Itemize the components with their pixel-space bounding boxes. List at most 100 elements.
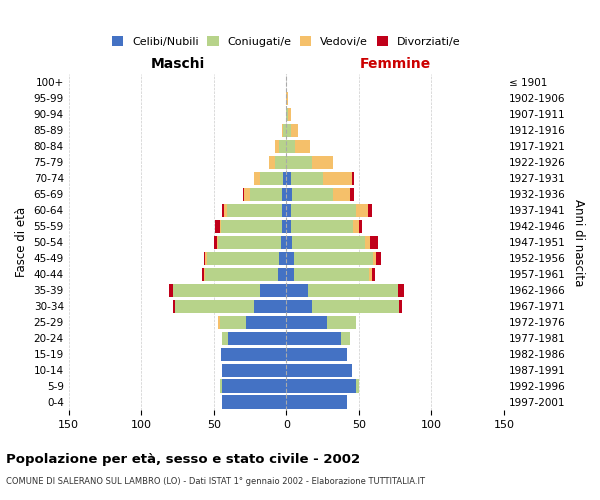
Bar	[223, 332, 228, 345]
Bar	[223, 204, 224, 217]
Bar	[173, 284, 260, 297]
Bar	[203, 252, 205, 265]
Bar	[282, 188, 286, 201]
Bar	[365, 236, 370, 249]
Bar	[260, 172, 283, 185]
Bar	[352, 172, 355, 185]
Bar	[205, 268, 278, 281]
Bar	[356, 380, 359, 393]
Bar	[282, 124, 283, 138]
Bar	[286, 332, 341, 345]
Bar	[400, 300, 403, 313]
Bar	[373, 252, 376, 265]
Bar	[202, 268, 203, 281]
Bar	[218, 316, 220, 329]
Bar	[286, 300, 313, 313]
Bar	[286, 172, 290, 185]
Bar	[286, 380, 356, 393]
Bar	[286, 220, 290, 233]
Bar	[333, 188, 350, 201]
Bar	[295, 140, 310, 153]
Bar	[279, 252, 286, 265]
Bar	[283, 124, 286, 138]
Y-axis label: Anni di nascita: Anni di nascita	[572, 198, 585, 286]
Bar	[359, 220, 362, 233]
Bar	[218, 236, 281, 249]
Bar	[250, 188, 282, 201]
Bar	[169, 284, 173, 297]
Bar	[223, 380, 286, 393]
Bar	[223, 396, 286, 409]
Bar	[286, 204, 290, 217]
Bar	[323, 172, 352, 185]
Text: COMUNE DI SALERANO SUL LAMBRO (LO) - Dati ISTAT 1° gennaio 2002 - Elaborazione T: COMUNE DI SALERANO SUL LAMBRO (LO) - Dat…	[6, 478, 425, 486]
Bar	[279, 140, 286, 153]
Bar	[398, 284, 404, 297]
Bar	[341, 332, 350, 345]
Bar	[217, 236, 218, 249]
Bar	[205, 252, 206, 265]
Bar	[369, 268, 372, 281]
Bar	[293, 252, 373, 265]
Bar	[283, 172, 286, 185]
Bar	[308, 284, 398, 297]
Bar	[286, 316, 327, 329]
Bar	[260, 284, 286, 297]
Bar	[223, 364, 286, 377]
Bar	[214, 236, 217, 249]
Bar	[372, 268, 375, 281]
Bar	[286, 92, 288, 106]
Text: Popolazione per età, sesso e stato civile - 2002: Popolazione per età, sesso e stato civil…	[6, 452, 360, 466]
Bar	[220, 316, 245, 329]
Bar	[290, 124, 298, 138]
Legend: Celibi/Nubili, Coniugati/e, Vedovi/e, Divorziati/e: Celibi/Nubili, Coniugati/e, Vedovi/e, Di…	[112, 36, 461, 47]
Bar	[327, 316, 356, 329]
Bar	[281, 236, 286, 249]
Bar	[254, 300, 286, 313]
Bar	[254, 172, 260, 185]
Bar	[221, 348, 286, 361]
Bar	[278, 268, 286, 281]
Bar	[313, 300, 400, 313]
Bar	[220, 220, 221, 233]
Bar	[244, 188, 250, 201]
Bar	[290, 172, 323, 185]
Bar	[221, 220, 282, 233]
Bar	[286, 364, 352, 377]
Bar	[290, 220, 353, 233]
Bar	[286, 348, 347, 361]
Bar	[286, 140, 295, 153]
Bar	[350, 188, 355, 201]
Bar	[173, 300, 175, 313]
Text: Femmine: Femmine	[359, 58, 431, 71]
Bar	[286, 236, 292, 249]
Bar	[175, 300, 254, 313]
Bar	[203, 268, 205, 281]
Bar	[376, 252, 380, 265]
Bar	[282, 204, 286, 217]
Bar	[228, 332, 286, 345]
Bar	[286, 252, 293, 265]
Bar	[292, 236, 365, 249]
Bar	[245, 316, 286, 329]
Bar	[206, 252, 279, 265]
Bar	[269, 156, 275, 169]
Bar	[286, 268, 293, 281]
Bar	[293, 268, 369, 281]
Bar	[286, 124, 290, 138]
Bar	[313, 156, 333, 169]
Bar	[220, 380, 223, 393]
Bar	[286, 396, 347, 409]
Text: Maschi: Maschi	[151, 58, 205, 71]
Y-axis label: Fasce di età: Fasce di età	[15, 208, 28, 278]
Bar	[275, 140, 279, 153]
Bar	[290, 204, 356, 217]
Bar	[356, 204, 368, 217]
Bar	[292, 188, 333, 201]
Bar	[215, 220, 220, 233]
Bar	[227, 204, 282, 217]
Bar	[288, 108, 290, 122]
Bar	[286, 188, 292, 201]
Bar	[224, 204, 227, 217]
Bar	[286, 156, 313, 169]
